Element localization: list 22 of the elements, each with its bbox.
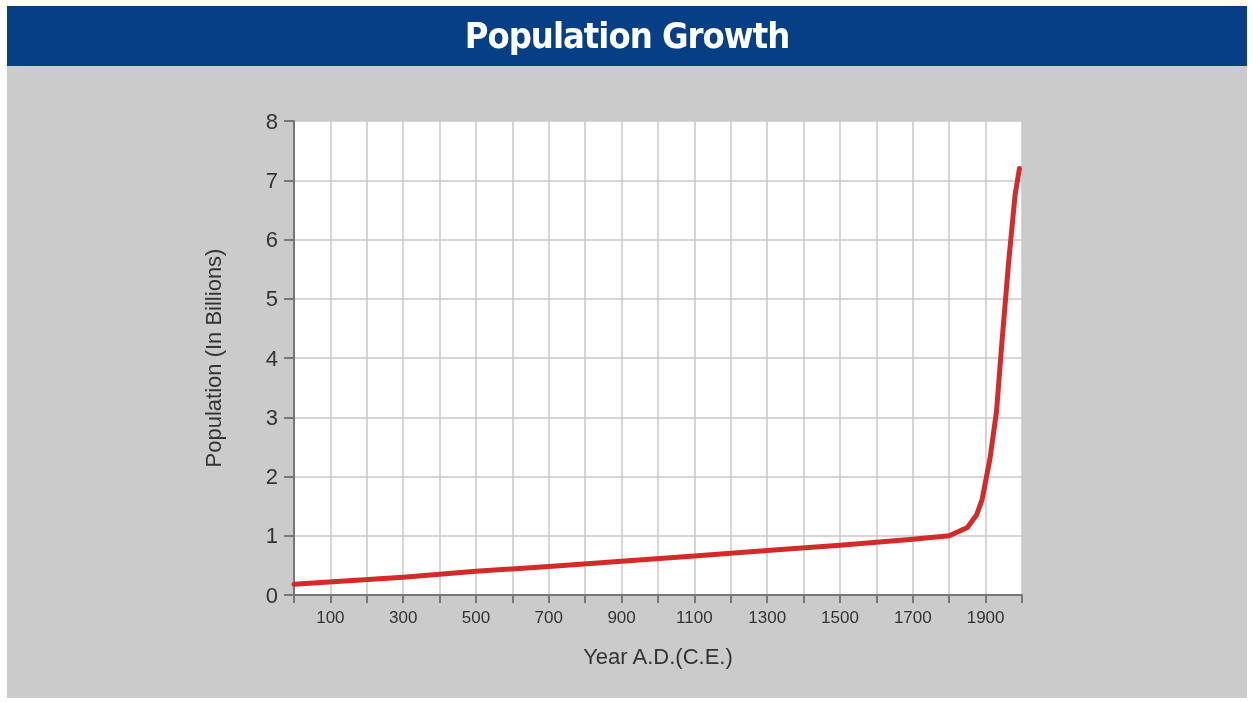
x-tick-label: 1300 (748, 608, 787, 627)
chart-title: Population Growth (7, 6, 1247, 66)
x-tick-label: 300 (389, 608, 418, 627)
x-tick-label: 1900 (966, 608, 1005, 627)
y-tick-label: 4 (265, 345, 278, 371)
y-tick-label: 7 (265, 167, 278, 193)
x-tick-label: 1700 (893, 608, 932, 627)
x-tick-label: 700 (534, 608, 563, 627)
y-tick-label: 8 (265, 108, 278, 134)
y-axis-title: Population (In Billions) (200, 248, 226, 468)
y-tick-label: 5 (265, 286, 278, 312)
x-axis-title: Year A.D.(C.E.) (583, 643, 733, 669)
x-tick-label: 1500 (821, 608, 859, 627)
x-tick-label: 1100 (676, 608, 713, 627)
y-tick-label: 6 (265, 227, 278, 252)
y-tick-label: 3 (265, 404, 278, 430)
y-tick-label: 0 (265, 582, 278, 608)
x-tick-label: 900 (607, 608, 636, 627)
y-tick-label: 2 (265, 464, 278, 489)
x-tick-label: 500 (461, 608, 491, 627)
y-tick-label: 1 (265, 523, 278, 549)
x-tick-label: 100 (316, 608, 345, 627)
